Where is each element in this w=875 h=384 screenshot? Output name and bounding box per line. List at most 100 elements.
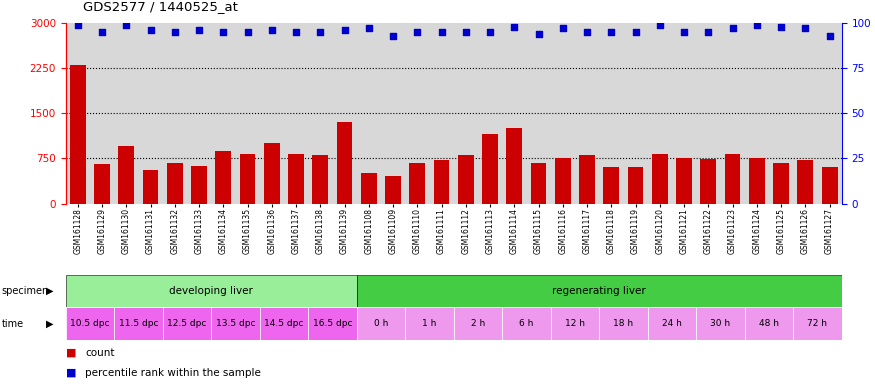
- Point: [361, 25, 375, 31]
- Point: [677, 29, 691, 35]
- Bar: [191, 166, 206, 204]
- Point: [653, 22, 667, 28]
- Bar: [701, 159, 717, 204]
- Text: 1 h: 1 h: [423, 319, 437, 328]
- Bar: [66, 307, 114, 340]
- Bar: [118, 146, 134, 204]
- Point: [410, 29, 424, 35]
- Text: 13.5 dpc: 13.5 dpc: [215, 319, 256, 328]
- Point: [168, 29, 182, 35]
- Text: 48 h: 48 h: [759, 319, 779, 328]
- Bar: [507, 128, 522, 204]
- Point: [628, 29, 642, 35]
- Text: 16.5 dpc: 16.5 dpc: [312, 319, 352, 328]
- Point: [192, 27, 206, 33]
- Bar: [312, 156, 328, 204]
- Text: ■: ■: [66, 348, 76, 358]
- Point: [774, 23, 788, 30]
- Bar: [337, 122, 353, 204]
- Text: GDS2577 / 1440525_at: GDS2577 / 1440525_at: [83, 0, 238, 13]
- Bar: [652, 154, 668, 204]
- Point: [458, 29, 472, 35]
- Point: [556, 25, 570, 31]
- Text: 72 h: 72 h: [808, 319, 828, 328]
- Point: [435, 29, 449, 35]
- Point: [71, 22, 85, 28]
- Text: 24 h: 24 h: [662, 319, 682, 328]
- Bar: [357, 275, 842, 307]
- Bar: [502, 307, 550, 340]
- Bar: [70, 65, 86, 204]
- Bar: [550, 307, 599, 340]
- Text: time: time: [2, 318, 24, 329]
- Text: 0 h: 0 h: [374, 319, 388, 328]
- Bar: [604, 167, 620, 204]
- Point: [798, 25, 812, 31]
- Bar: [167, 162, 183, 204]
- Bar: [458, 156, 473, 204]
- Text: ▶: ▶: [46, 286, 53, 296]
- Text: ■: ■: [66, 368, 76, 378]
- Point: [144, 27, 158, 33]
- Text: 6 h: 6 h: [519, 319, 534, 328]
- Point: [95, 29, 109, 35]
- Text: percentile rank within the sample: percentile rank within the sample: [85, 368, 261, 378]
- Text: 30 h: 30 h: [710, 319, 731, 328]
- Bar: [579, 156, 595, 204]
- Bar: [308, 307, 357, 340]
- Bar: [531, 162, 547, 204]
- Point: [605, 29, 619, 35]
- Bar: [264, 143, 280, 204]
- Bar: [599, 307, 648, 340]
- Text: regenerating liver: regenerating liver: [552, 286, 646, 296]
- Point: [241, 29, 255, 35]
- Bar: [482, 134, 498, 204]
- Bar: [360, 174, 376, 204]
- Bar: [676, 158, 692, 204]
- Bar: [405, 307, 454, 340]
- Point: [119, 22, 133, 28]
- Bar: [288, 154, 304, 204]
- Bar: [774, 162, 789, 204]
- Point: [265, 27, 279, 33]
- Text: 2 h: 2 h: [471, 319, 485, 328]
- Text: 14.5 dpc: 14.5 dpc: [264, 319, 304, 328]
- Bar: [794, 307, 842, 340]
- Text: 18 h: 18 h: [613, 319, 634, 328]
- Bar: [822, 167, 837, 204]
- Bar: [163, 307, 211, 340]
- Text: 11.5 dpc: 11.5 dpc: [119, 319, 158, 328]
- Bar: [94, 164, 110, 204]
- Bar: [66, 275, 357, 307]
- Text: specimen: specimen: [2, 286, 49, 296]
- Bar: [434, 160, 450, 204]
- Point: [338, 27, 352, 33]
- Bar: [143, 170, 158, 204]
- Point: [580, 29, 594, 35]
- Text: count: count: [85, 348, 115, 358]
- Text: 12.5 dpc: 12.5 dpc: [167, 319, 206, 328]
- Text: 12 h: 12 h: [565, 319, 585, 328]
- Point: [289, 29, 303, 35]
- Bar: [114, 307, 163, 340]
- Bar: [215, 151, 231, 204]
- Point: [216, 29, 230, 35]
- Bar: [357, 307, 405, 340]
- Bar: [385, 176, 401, 204]
- Point: [507, 23, 522, 30]
- Point: [386, 33, 400, 39]
- Text: 10.5 dpc: 10.5 dpc: [70, 319, 109, 328]
- Bar: [696, 307, 745, 340]
- Bar: [627, 167, 643, 204]
- Point: [313, 29, 327, 35]
- Bar: [454, 307, 502, 340]
- Point: [702, 29, 716, 35]
- Point: [483, 29, 497, 35]
- Text: developing liver: developing liver: [169, 286, 253, 296]
- Point: [725, 25, 739, 31]
- Point: [532, 31, 546, 37]
- Point: [750, 22, 764, 28]
- Bar: [797, 160, 813, 204]
- Bar: [648, 307, 696, 340]
- Text: ▶: ▶: [46, 318, 53, 329]
